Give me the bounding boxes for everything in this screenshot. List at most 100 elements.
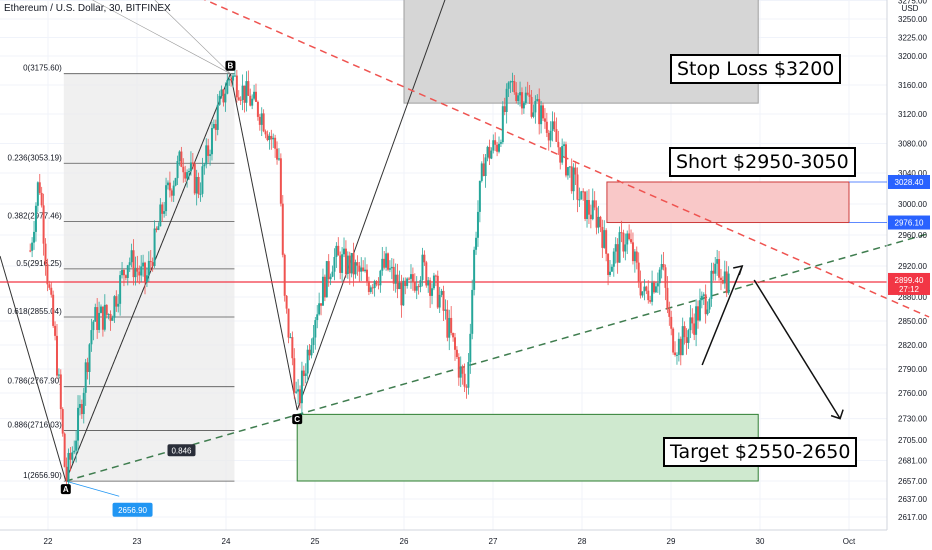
candle-body [463,373,466,387]
pattern-point-c [292,414,303,425]
candle-body [675,354,678,356]
candle-body [484,157,487,177]
candle-body [42,205,45,244]
candle-body [517,95,520,101]
candle-body [300,370,303,404]
candle-body [438,294,441,308]
candle-body [94,307,97,322]
pattern-guide [154,0,231,74]
candle-body [540,105,543,125]
candle-body [542,105,545,119]
candle-body [256,101,259,117]
candle-body [69,452,72,460]
x-tick-label: 22 [44,537,53,546]
fib-level-label: 0.5(2916.25) [16,259,62,268]
candle-body [287,308,290,338]
candle-body [367,281,370,292]
candle-body [649,300,652,302]
candle-body [526,92,529,95]
candle-body [71,452,74,460]
candle-body [277,158,280,160]
candle-body [232,75,235,81]
candle-body [641,291,644,296]
candle-body [586,200,589,219]
candle-body [136,267,139,272]
candle-body [354,262,357,275]
candle-body [654,286,657,293]
y-tick-label: 2637.00 [898,495,927,504]
candle-body [182,166,185,173]
candle-body [314,320,317,338]
candle-body [239,99,242,101]
candle-body [96,307,99,330]
short-entry-callout: Short $2950-3050 [669,147,856,177]
candle-body [306,349,309,374]
pattern-leg-xa [0,255,67,482]
candle-body [721,279,724,284]
candle-body [348,255,351,274]
candle-body [488,146,491,159]
candle-body [341,254,344,273]
candle-body [385,253,388,268]
candle-body [377,284,380,286]
candle-body [316,314,319,321]
candle-body [121,269,124,276]
candle-body [396,274,399,290]
pattern-leg-ab [65,73,231,482]
candle-body [455,349,458,358]
candle-body [513,81,516,93]
candle-body [174,178,177,186]
candle-body [685,337,688,343]
fib-level-label: 0.382(2977.46) [8,211,63,220]
candle-body [683,326,686,338]
fib-level-label: 0.886(2716.03) [8,421,63,430]
candle-body [559,147,562,163]
candle-body [36,182,39,206]
candle-body [653,282,656,293]
candle-body [310,345,313,356]
ratio-badge [167,444,196,457]
candle-body [702,294,705,296]
candle-body [388,268,391,270]
price-label-badge [888,174,930,189]
candle-body [492,140,495,151]
candle-body [708,299,711,310]
candle-body [233,75,236,77]
candle-body [687,330,690,343]
candle-body [465,386,468,388]
candle-body [352,252,355,275]
candle-body [191,162,194,164]
x-tick-label: 30 [756,537,765,546]
candle-body [178,151,181,161]
pattern-guide [92,0,231,74]
candle-body [633,251,636,262]
candle-body [712,270,715,274]
candle-body [419,279,422,287]
candle-body [572,167,575,192]
candle-body [589,214,592,220]
candle-body [616,244,619,263]
projection-down-arrow [753,279,841,420]
candle-body [161,204,164,214]
candle-body [274,137,277,149]
candle-body [622,232,625,252]
candle-body [119,275,122,304]
candle-body [151,262,154,266]
candle-body [105,304,108,315]
y-tick-label: 2730.00 [898,415,927,424]
candle-body [293,358,296,393]
candle-body [501,106,504,143]
candle-body [165,185,168,212]
candle-body [128,262,131,266]
candle-body [591,200,594,220]
candle-body [113,296,116,318]
candle-body [379,270,382,286]
x-tick-label: 23 [133,537,142,546]
candle-body [61,409,64,434]
candle-body [693,323,696,335]
candle-body [356,262,359,266]
candle-body [180,151,183,167]
candle-body [159,204,162,227]
